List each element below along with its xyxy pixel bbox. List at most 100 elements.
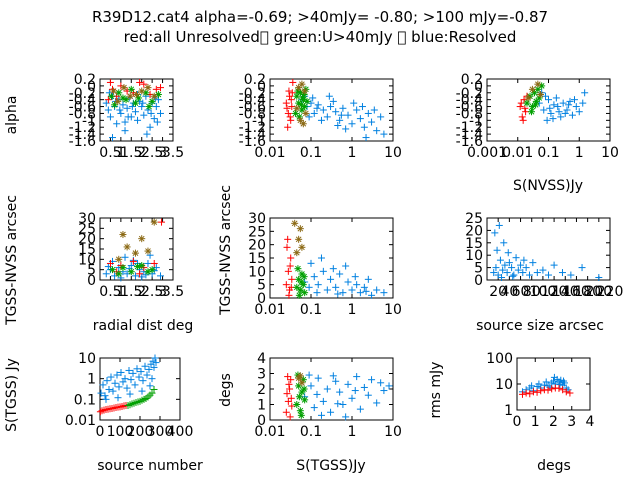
blue-point: [351, 387, 359, 395]
olive-point: [302, 109, 310, 117]
blue-point: [542, 378, 550, 386]
y-tick-label: 0.2: [244, 72, 266, 88]
blue-point: [342, 413, 350, 421]
x-tick-label: 0.1: [537, 145, 559, 161]
x-tick-label: 0.1: [300, 424, 322, 440]
y-tick-label: -1.6: [69, 134, 96, 150]
y-tick-label: 10: [78, 252, 96, 268]
blue-point: [332, 377, 340, 385]
blue-point: [362, 134, 370, 142]
olive-point: [293, 104, 301, 112]
y-tick-label: 20: [78, 232, 96, 248]
blue-point: [148, 375, 156, 383]
blue-point: [370, 106, 378, 114]
y-tick-label: -1.4: [69, 127, 96, 143]
blue-point: [356, 405, 364, 413]
blue-point: [540, 106, 548, 114]
blue-point: [499, 266, 507, 274]
blue-point: [329, 97, 337, 105]
blue-point: [368, 291, 376, 299]
blue-point: [131, 272, 139, 280]
blue-point: [113, 120, 121, 128]
y-tick-label: 10: [465, 248, 483, 264]
panel-p1: 0.511.522.533.50.20-0.2-0.4-0.6-0.8-1-1.…: [4, 72, 184, 161]
olive-point: [293, 249, 301, 257]
blue-point: [305, 113, 313, 121]
blue-point: [334, 122, 342, 129]
figure-title-line-2: red:all Unresolved  green:U>40mJy   blue…: [123, 28, 517, 46]
blue-point: [325, 92, 333, 100]
blue-point: [336, 116, 344, 124]
blue-point: [364, 391, 372, 399]
green-point: [109, 266, 117, 274]
x-tick-label: 40: [500, 284, 518, 300]
green-point: [295, 382, 303, 390]
blue-point: [115, 383, 123, 391]
x-tick-label: 3: [158, 284, 167, 300]
x-tick-label: 1: [348, 302, 357, 318]
blue-point: [103, 377, 111, 385]
blue-point: [317, 411, 325, 419]
x-tick-label: 3.5: [162, 284, 184, 300]
green-point: [107, 92, 115, 100]
blue-point: [353, 106, 361, 114]
blue-point: [143, 130, 151, 138]
green-point: [532, 101, 540, 109]
green-point: [303, 97, 311, 105]
y-tick-label: -0.8: [69, 106, 96, 122]
x-tick-label: 160: [563, 284, 590, 300]
blue-point: [332, 283, 340, 291]
blue-point: [560, 377, 568, 385]
blue-point: [490, 269, 498, 277]
blue-point: [493, 246, 501, 254]
green-point: [301, 289, 309, 297]
x-tick-label: 2.5: [141, 284, 163, 300]
blue-point: [327, 103, 335, 111]
olive-point: [299, 120, 307, 128]
blue-point: [107, 373, 115, 381]
blue-point: [313, 289, 321, 297]
y-tick-label: 25: [78, 221, 96, 237]
olive-point: [110, 87, 118, 95]
y-axis-label: degs: [218, 373, 234, 407]
olive-point: [301, 87, 309, 95]
x-tick-label: 120: [541, 284, 568, 300]
panel-p6: 204060801001201401601802002200510152025s…: [465, 211, 623, 334]
blue-point: [323, 286, 331, 294]
blue-point: [550, 377, 557, 385]
x-tick-label: 100: [107, 424, 134, 440]
blue-point: [140, 111, 148, 119]
olive-point: [115, 255, 123, 263]
blue-point: [102, 270, 110, 278]
blue-point: [97, 389, 105, 397]
red-point: [566, 389, 574, 397]
blue-point: [377, 113, 385, 121]
blue-point: [135, 373, 143, 381]
blue-point: [105, 385, 113, 393]
y-axis-label: S(TGSS) Jy: [4, 358, 20, 432]
green-point: [115, 89, 123, 97]
x-tick-label: 0.01: [502, 145, 533, 161]
red-point: [287, 376, 295, 384]
x-tick-label: 0.1: [300, 145, 322, 161]
blue-point: [380, 289, 388, 297]
olive-point: [131, 249, 139, 257]
y-tick-label: 4: [257, 351, 266, 367]
blue-point: [570, 96, 578, 104]
red-point: [287, 116, 295, 124]
y-tick-label: -1.6: [239, 134, 266, 150]
red-point: [522, 108, 530, 116]
red-point: [283, 104, 291, 112]
y-tick-label: -1.2: [456, 120, 483, 136]
red-point: [289, 78, 297, 86]
blue-point: [329, 372, 337, 380]
olive-point: [524, 94, 532, 102]
red-point: [129, 257, 137, 265]
y-axis-label: rms mJy: [428, 362, 444, 419]
red-point: [288, 275, 296, 283]
x-tick-label: 220: [597, 284, 624, 300]
blue-point: [323, 385, 331, 393]
blue-point: [566, 97, 574, 105]
blue-point: [129, 369, 137, 377]
